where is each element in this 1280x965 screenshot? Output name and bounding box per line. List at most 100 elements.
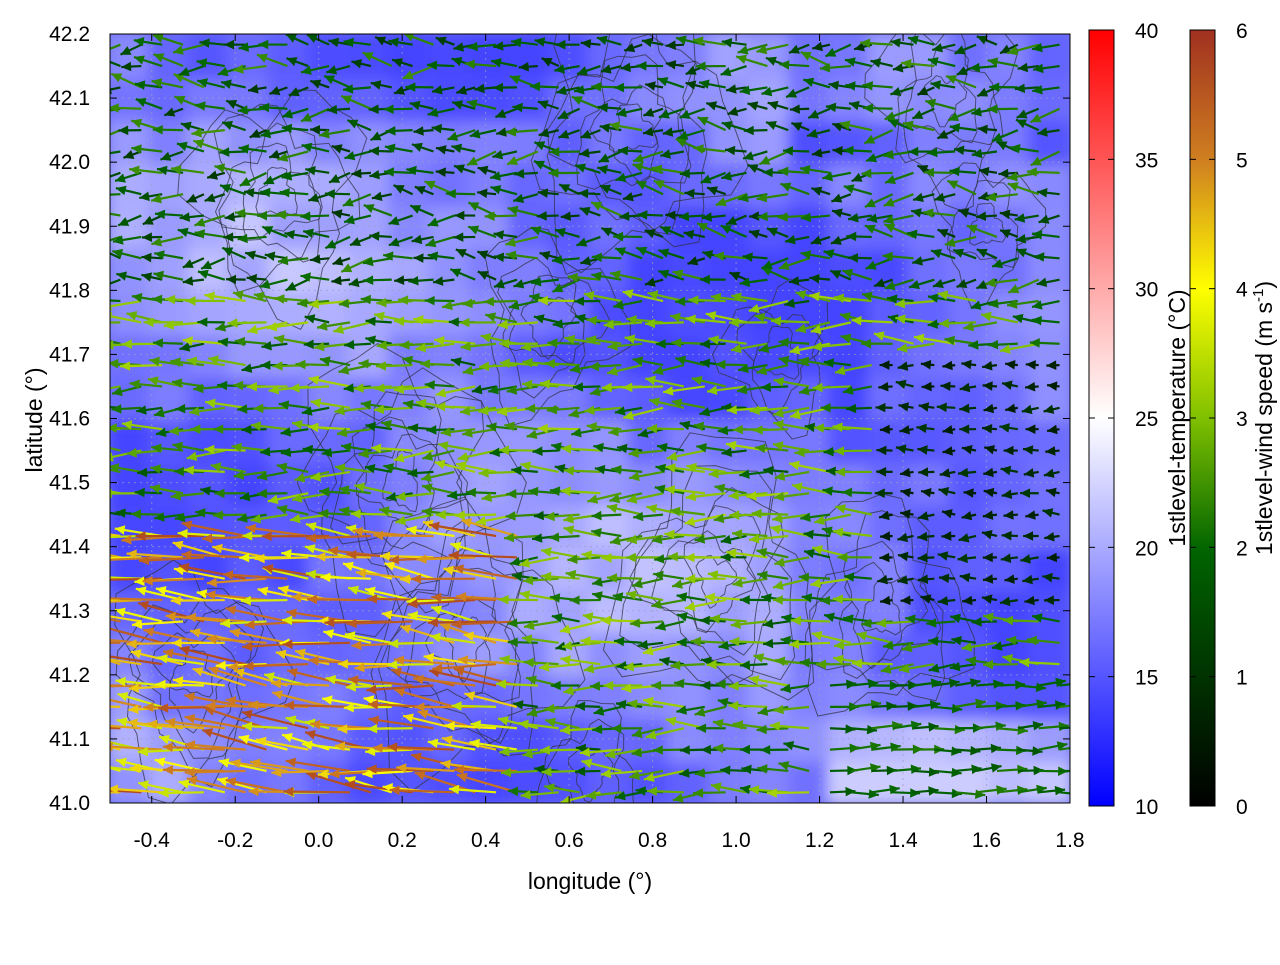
wind-vector-shaft — [92, 300, 120, 301]
wind-vector-head — [86, 440, 97, 449]
wind-vector-head — [92, 295, 102, 305]
temperature-cell — [788, 502, 832, 549]
temperature-cell — [428, 32, 472, 79]
wind-vector-head — [84, 318, 94, 328]
wind-vector-head — [91, 134, 102, 143]
wind-vector-head — [83, 692, 94, 701]
temperature-cell — [668, 758, 712, 805]
wind-vector-shaft — [283, 791, 350, 792]
temperature-cell — [628, 417, 672, 464]
temperature-cell — [108, 288, 152, 335]
wind-vector-head — [90, 207, 101, 217]
temperature-cell — [628, 673, 672, 720]
wind-vector-head — [80, 634, 90, 644]
wind-vector-head — [89, 356, 100, 365]
temperature-cell — [548, 417, 592, 464]
temperature-cell — [428, 288, 472, 335]
temperature-cell — [508, 32, 552, 79]
wind-vector-shaft — [97, 536, 142, 538]
wind-vector-head — [91, 335, 102, 344]
wind-vector-head — [92, 238, 103, 247]
wind-vector-head — [96, 762, 106, 772]
wind-vector-head — [88, 462, 99, 471]
temperature-cell — [468, 160, 512, 207]
temperature-cell — [708, 758, 752, 805]
temperature-cell — [908, 502, 952, 549]
temperature-cell — [1028, 545, 1072, 592]
temperature-cell — [1028, 160, 1072, 207]
temperature-cell — [548, 288, 592, 335]
wind-vector-head — [100, 594, 110, 604]
temperature-cell — [788, 417, 832, 464]
temperature-cell — [868, 502, 912, 549]
temperature-cell — [988, 374, 1032, 421]
temperature-cell — [108, 673, 152, 720]
wind-vector-head — [96, 507, 107, 517]
temperature-cell — [1028, 288, 1072, 335]
temperature-cell — [1028, 417, 1072, 464]
temperature-cell — [268, 160, 312, 207]
wind-vector-head — [101, 555, 111, 565]
wind-vector-head — [91, 190, 101, 200]
wind-vector-head — [1077, 679, 1087, 689]
temperature-cell — [948, 374, 992, 421]
temperature-cell — [948, 502, 992, 549]
temperature-cell — [948, 545, 992, 592]
wind-vector-head — [1075, 723, 1085, 733]
temperature-cell — [548, 758, 592, 805]
wind-vector-head — [89, 610, 100, 620]
temperature-cell — [708, 374, 752, 421]
wind-vector-head — [99, 248, 110, 257]
wind-vector-shaft — [91, 194, 120, 195]
temperature-cell — [988, 288, 1032, 335]
wind-vector-head — [59, 574, 69, 584]
temperature-cell — [1028, 374, 1072, 421]
wind-vector-head — [103, 340, 113, 350]
temperature-cell — [748, 32, 792, 79]
wind-vector-head — [1077, 766, 1087, 776]
temperature-cell — [788, 758, 832, 805]
wind-vector-head — [93, 553, 103, 563]
temperature-cell — [828, 374, 872, 421]
temperature-cell — [388, 502, 432, 549]
wind-vector-head — [99, 624, 110, 633]
temperature-cell — [628, 160, 672, 207]
temperature-cell — [428, 117, 472, 164]
wind-vector-head — [94, 402, 104, 412]
wind-vector-head — [84, 386, 95, 395]
temperature-cell — [388, 117, 432, 164]
temperature-cell — [388, 545, 432, 592]
wind-vector-head — [67, 525, 78, 535]
wind-vector-head — [95, 651, 106, 661]
wind-vector-head — [94, 575, 104, 585]
wind-vector-head — [86, 653, 97, 663]
temperature-cell — [108, 160, 152, 207]
temperature-cell — [988, 630, 1032, 677]
temperature-cell — [468, 502, 512, 549]
wind-vector-head — [98, 280, 109, 289]
temperature-cell — [588, 374, 632, 421]
temperature-cell — [508, 417, 552, 464]
temperature-cell — [828, 758, 872, 805]
temperature-cell — [948, 758, 992, 805]
temperature-cell — [868, 288, 912, 335]
temperature-cell — [508, 502, 552, 549]
temperature-cell — [868, 673, 912, 720]
wind-vector-shaft — [65, 706, 120, 707]
temperature-cell — [908, 117, 952, 164]
wind-vector-head — [57, 638, 67, 648]
wind-vector-head — [103, 742, 113, 752]
wind-vector-head — [75, 756, 86, 765]
temperature-cell — [1028, 246, 1072, 293]
temperature-cell — [588, 160, 632, 207]
temperature-cell — [148, 417, 192, 464]
temperature-cell — [868, 545, 912, 592]
temperature-cell — [388, 288, 432, 335]
wind-vector-head — [90, 108, 101, 117]
temperature-cell — [948, 673, 992, 720]
temperature-cell — [1028, 32, 1072, 79]
temperature-cell — [228, 502, 272, 549]
wind-vector-head — [1079, 742, 1090, 751]
temperature-cell — [388, 246, 432, 293]
